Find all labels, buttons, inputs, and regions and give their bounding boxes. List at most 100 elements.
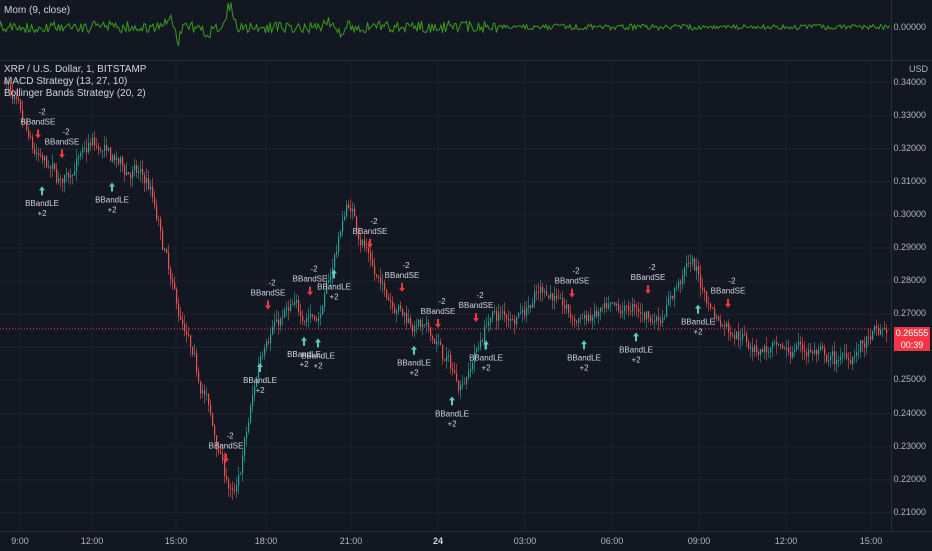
candle-body <box>326 282 328 294</box>
candle-body <box>162 230 164 250</box>
candle-body <box>830 355 832 361</box>
candle-body <box>756 345 758 352</box>
candle-body <box>314 316 316 320</box>
candle-body <box>514 319 516 325</box>
candle-body <box>386 289 388 298</box>
candle-body <box>638 308 640 313</box>
candle-body <box>754 345 756 353</box>
candle-body <box>176 289 178 304</box>
candle-body <box>602 307 604 309</box>
candle-body <box>666 305 668 317</box>
candle-body <box>792 352 794 358</box>
long-entry-arrow <box>483 340 489 350</box>
candle-body <box>290 304 292 311</box>
short-entry-label: BBandSE <box>293 275 328 284</box>
candle-body <box>226 476 228 480</box>
candle-body <box>20 100 22 111</box>
candle-body <box>536 291 538 293</box>
candle-body <box>562 298 564 306</box>
candle-body <box>238 474 240 486</box>
time-axis-tick: 12:00 <box>774 536 798 546</box>
candle-body <box>732 334 734 336</box>
candle-body <box>356 216 358 231</box>
candle-body <box>116 157 118 161</box>
time-axis[interactable]: 9:00 12:00 15:00 18:00 21:00 24 03:00 06:00 09:0… <box>0 531 932 551</box>
candle-body <box>246 431 248 439</box>
candle-body <box>584 314 586 319</box>
candle-body <box>510 319 512 321</box>
candle-body <box>430 327 432 337</box>
candle-body <box>530 305 532 308</box>
candle-body <box>688 263 690 264</box>
price-pane[interactable]: BBandSE -2 BBandLE +2 BBandSE -2 BBandLE +2 BBan… <box>0 61 932 531</box>
short-entry-qty: -2 <box>370 217 378 226</box>
long-entry-label: BBandLE <box>25 199 59 208</box>
candle-body <box>200 381 202 394</box>
candle-body <box>78 156 80 159</box>
candle-body <box>518 313 520 317</box>
candle-body <box>448 354 450 356</box>
candle-body <box>506 314 508 319</box>
long-entry-qty: +2 <box>693 328 703 337</box>
candle-body <box>292 304 294 306</box>
candle-body <box>582 318 584 320</box>
candle-body <box>6 82 8 84</box>
candle-body <box>654 320 656 323</box>
momentum-axis[interactable]: 0.00000 <box>891 0 932 60</box>
candle-body <box>788 347 790 352</box>
short-entry-arrow <box>435 318 441 328</box>
candle-body <box>752 347 754 353</box>
price-axis-tick: 0.27000 <box>893 308 926 319</box>
candle-body <box>218 448 220 453</box>
candle-body <box>646 311 648 320</box>
candle-body <box>248 422 250 432</box>
candle-body <box>300 311 302 317</box>
long-entry-arrow <box>411 345 417 355</box>
symbol-legend[interactable]: XRP / U.S. Dollar, 1, BITSTAMP <box>4 64 147 75</box>
candle-body <box>464 383 466 385</box>
candle-body <box>576 321 578 323</box>
candle-body <box>780 344 782 346</box>
candle-body <box>616 304 618 306</box>
candle-body <box>400 305 402 309</box>
candle-body <box>188 334 190 336</box>
candle-body <box>798 341 800 346</box>
price-axis-tick: 0.23000 <box>893 440 926 451</box>
candle-body <box>762 349 764 353</box>
long-entry-arrow <box>449 396 455 406</box>
candlestick-chart[interactable]: BBandSE-2BBandLE+2BBandSE-2BBandLE+2BBan… <box>0 61 892 531</box>
candle-body <box>268 341 270 344</box>
short-entry-label: BBandSE <box>21 117 56 126</box>
long-entry-arrow <box>695 304 701 314</box>
bollinger-strategy-legend[interactable]: Bollinger Bands Strategy (20, 2) <box>4 88 146 99</box>
candle-body <box>552 293 554 301</box>
candle-body <box>564 305 566 309</box>
candle-body <box>88 143 90 153</box>
candle-body <box>728 322 730 333</box>
candle-body <box>172 279 174 283</box>
candle-body <box>434 339 436 344</box>
time-axis-tick: 24 <box>432 536 444 546</box>
candle-body <box>548 295 550 298</box>
candle-body <box>734 334 736 339</box>
candle-body <box>312 314 314 317</box>
macd-strategy-legend[interactable]: MACD Strategy (13, 27, 10) <box>4 76 128 87</box>
candle-body <box>850 360 852 365</box>
candle-body <box>58 178 60 183</box>
candle-body <box>376 274 378 276</box>
candle-body <box>708 303 710 305</box>
momentum-legend[interactable]: Mom (9, close) <box>4 5 71 16</box>
candle-body <box>556 295 558 298</box>
candle-body <box>522 309 524 313</box>
momentum-pane[interactable]: Mom (9, close) 0.00000 <box>0 0 932 61</box>
short-entry-arrow <box>35 129 41 139</box>
candle-body <box>220 452 222 454</box>
candle-body <box>872 330 874 340</box>
price-axis[interactable]: USD 0.34000 0.33000 0.32000 0.31000 0.30000 0… <box>891 61 932 531</box>
candle-body <box>718 316 720 321</box>
candle-body <box>334 254 336 269</box>
candle-body <box>286 307 288 310</box>
candle-body <box>590 315 592 321</box>
candle-body <box>636 306 638 309</box>
candle-body <box>74 171 76 176</box>
